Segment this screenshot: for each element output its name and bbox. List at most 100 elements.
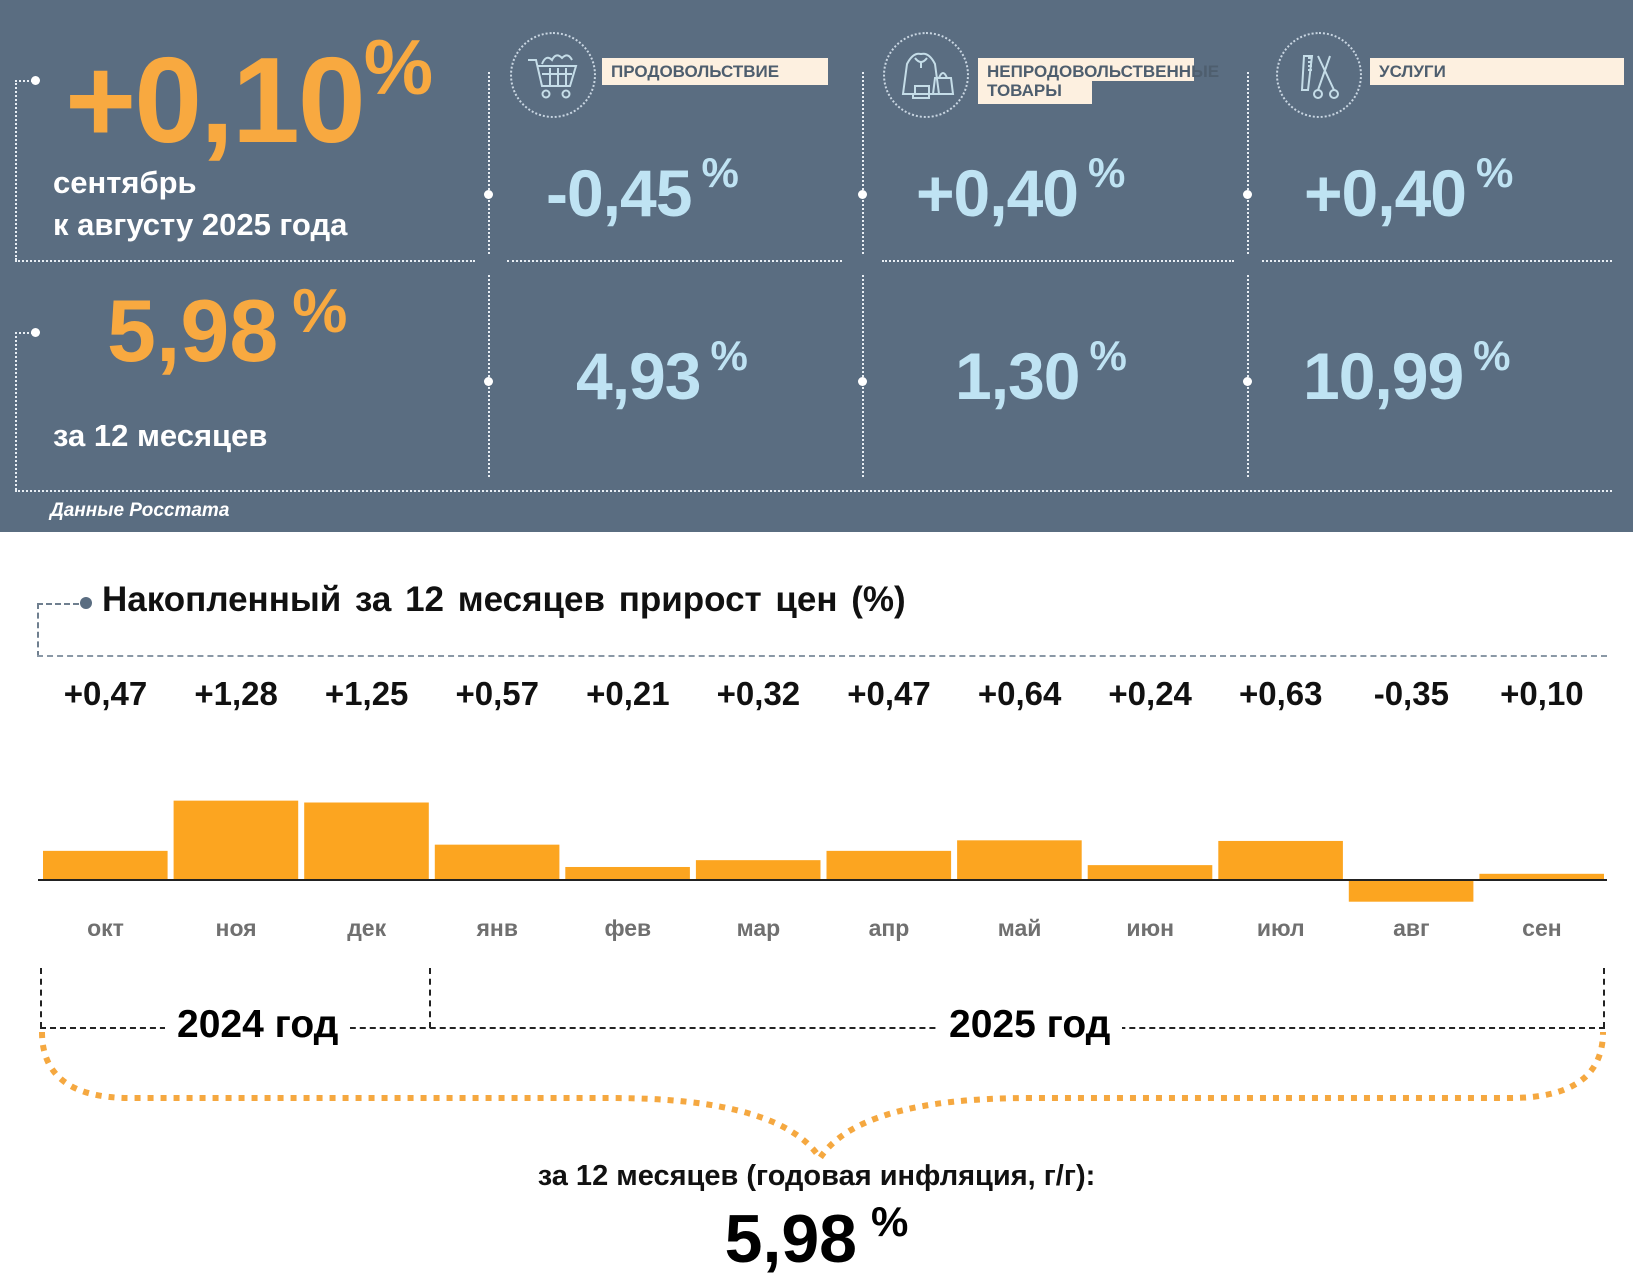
month-label: дек: [347, 915, 387, 941]
title-connector: [37, 603, 79, 657]
bar-апр: [826, 850, 952, 880]
bar-value-label: +0,64: [977, 675, 1062, 712]
month-label: июн: [1126, 915, 1174, 941]
annual-total-value: 5,98%: [0, 1198, 1633, 1278]
food-annual-number: 4,93: [576, 339, 701, 413]
clothing-bag-icon: [883, 32, 969, 118]
annual-caption: за 12 месяцев: [53, 418, 268, 453]
category-label-nonfood-line1: НЕПРОДОВОЛЬСТВЕННЫЕ: [978, 58, 1219, 81]
services-monthly-unit: %: [1476, 149, 1513, 196]
frame-line: [15, 260, 475, 262]
services-annual-unit: %: [1473, 332, 1510, 379]
connector-dot: [31, 76, 40, 85]
year-label-2024: 2024 год: [165, 1003, 351, 1047]
nonfood-annual-unit: %: [1089, 332, 1126, 379]
column-divider: [1247, 72, 1249, 254]
shopping-cart-icon: [510, 32, 596, 118]
month-label: авг: [1393, 915, 1430, 941]
bar-янв: [434, 844, 560, 880]
frame-line: [15, 80, 17, 260]
bar-value-label: +0,21: [586, 675, 670, 712]
column-divider: [1247, 275, 1249, 477]
annual-inflation-value: 5,98%: [107, 277, 347, 382]
annual-total-caption: за 12 месяцев (годовая инфляция, г/г):: [537, 1160, 1096, 1192]
food-monthly-number: -0,45: [546, 156, 692, 230]
month-label: окт: [87, 915, 124, 941]
bar-мар: [695, 860, 821, 880]
data-source: Данные Росстата: [50, 500, 230, 521]
frame-line: [15, 332, 33, 334]
annual-total-unit: %: [871, 1198, 909, 1245]
frame-line: [15, 490, 1612, 492]
services-monthly-number: +0,40: [1304, 156, 1467, 230]
bar-июл: [1218, 840, 1343, 880]
year-divider: [429, 968, 431, 1028]
bar-сен: [1479, 873, 1604, 880]
comb-scissors-icon: [1276, 32, 1362, 118]
bar-фев: [565, 866, 690, 880]
nonfood-monthly-unit: %: [1088, 149, 1125, 196]
bar-value-label: -0,35: [1373, 675, 1449, 712]
bar-value-label: +1,25: [324, 675, 409, 712]
frame-line: [15, 332, 17, 490]
monthly-caption-line1: сентябрь: [53, 165, 197, 200]
bar-май: [957, 840, 1082, 880]
year-bracket-left: [40, 968, 42, 1028]
annual-total-number: 5,98: [724, 1201, 857, 1277]
connector-dot: [484, 377, 493, 386]
connector-dot: [484, 190, 493, 199]
bar-окт: [43, 850, 168, 880]
month-label: май: [997, 915, 1042, 941]
bar-value-label: +0,47: [847, 675, 931, 712]
bar-июн: [1087, 865, 1213, 880]
title-underline: [37, 655, 1607, 657]
category-label-food: ПРОДОВОЛЬСТВИЕ: [602, 58, 828, 85]
category-label-services: УСЛУГИ: [1370, 58, 1624, 85]
month-label: ноя: [215, 915, 257, 941]
food-annual-unit: %: [710, 332, 747, 379]
month-label: фев: [604, 915, 652, 941]
bar-value-label: +0,57: [455, 675, 540, 712]
month-label: июл: [1256, 915, 1305, 941]
curly-brace: [39, 1031, 1606, 1164]
month-label: янв: [476, 915, 518, 941]
month-label: мар: [736, 915, 781, 941]
row-separator: [882, 260, 1234, 262]
annual-value-number: 5,98: [107, 281, 279, 380]
food-monthly-unit: %: [701, 149, 738, 196]
column-divider: [488, 72, 490, 254]
chart-title: Накопленный за 12 месяцев прирост цен (%…: [102, 580, 906, 619]
nonfood-monthly-value: +0,40%: [916, 149, 1125, 231]
column-divider: [488, 275, 490, 477]
connector-dot: [1243, 377, 1252, 386]
connector-dot: [858, 377, 867, 386]
year-line: [40, 1027, 1605, 1029]
bar-value-label: +0,63: [1239, 675, 1323, 712]
monthly-value-unit: %: [363, 23, 433, 111]
food-annual-value: 4,93%: [576, 332, 748, 414]
connector-dot: [858, 190, 867, 199]
category-label-nonfood: НЕПРОДОВОЛЬСТВЕННЫЕ ТОВАРЫ: [978, 58, 1219, 104]
services-monthly-value: +0,40%: [1304, 149, 1513, 231]
year-label-2025: 2025 год: [937, 1003, 1123, 1047]
row-separator: [507, 260, 842, 262]
bar-авг: [1348, 880, 1474, 902]
nonfood-annual-value: 1,30%: [955, 332, 1127, 414]
monthly-value-number: +0,10: [65, 32, 366, 168]
bar-value-label: +0,24: [1108, 675, 1192, 712]
monthly-caption-line2: к августу 2025 года: [53, 207, 348, 242]
bar-value-label: +0,32: [716, 675, 801, 712]
bar-chart: [38, 800, 1607, 902]
column-divider: [862, 275, 864, 477]
frame-line: [15, 80, 33, 82]
month-label: апр: [868, 915, 910, 941]
category-label-nonfood-line2: ТОВАРЫ: [978, 81, 1092, 104]
food-monthly-value: -0,45%: [546, 149, 739, 231]
nonfood-monthly-number: +0,40: [916, 156, 1079, 230]
services-annual-number: 10,99: [1303, 339, 1464, 413]
column-divider: [862, 72, 864, 254]
monthly-inflation-value: +0,10%: [65, 23, 433, 170]
bar-value-label: +0,10: [1500, 675, 1584, 712]
row-separator: [1262, 260, 1612, 262]
bar-value-label: +1,28: [194, 675, 278, 712]
